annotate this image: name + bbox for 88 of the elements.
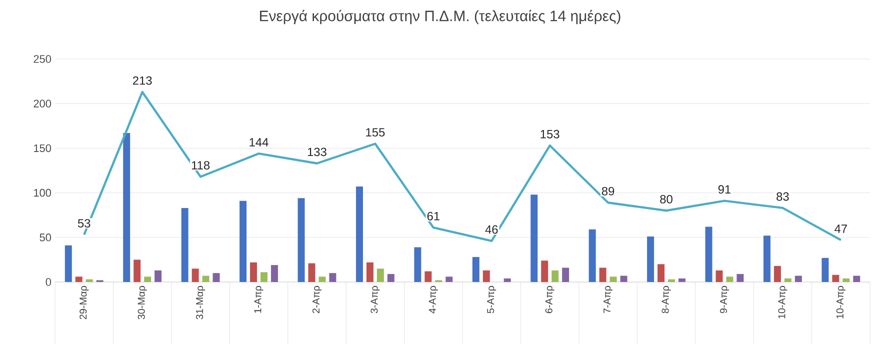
bar (192, 268, 199, 282)
bar (504, 278, 511, 282)
bar (356, 186, 363, 282)
x-tick-label: 6-Απρ (545, 286, 554, 314)
bar (832, 274, 840, 282)
x-tick-label: 8-Απρ (662, 286, 671, 314)
bar (647, 236, 654, 282)
bar (154, 270, 162, 282)
data-label: 133 (308, 148, 326, 156)
data-label: 155 (366, 128, 385, 137)
bar (270, 265, 278, 282)
data-label: 47 (834, 224, 847, 233)
data-label: 89 (602, 186, 614, 196)
bar (134, 260, 141, 282)
data-label: 153 (540, 130, 560, 138)
bar (446, 276, 453, 282)
data-label: 46 (485, 225, 498, 234)
bar (250, 262, 258, 282)
x-tick-label: 5-Απρ (487, 286, 496, 314)
x-tick-label: 3-Απρ (370, 286, 380, 314)
bar (620, 276, 628, 282)
bar (716, 270, 723, 282)
bar (123, 133, 130, 282)
bar (763, 236, 770, 282)
bar (599, 268, 606, 282)
y-tick-label: 200 (34, 100, 52, 108)
bar (260, 272, 268, 282)
bar (482, 270, 490, 282)
bar (822, 258, 829, 282)
data-label: 213 (132, 76, 152, 85)
bar (658, 264, 665, 282)
bar (318, 276, 326, 282)
y-tick-label: 100 (34, 188, 52, 197)
y-tick-label: 50 (40, 234, 52, 242)
x-tick-label: 7-Απρ (604, 286, 613, 314)
bar (562, 268, 570, 282)
x-tick-label: 30-Μαρ (138, 286, 147, 320)
bar (736, 274, 744, 282)
bar (414, 247, 422, 282)
y-tick-label: 250 (34, 55, 52, 63)
bar (240, 200, 247, 282)
y-tick-label: 150 (34, 144, 52, 152)
bar (212, 273, 220, 282)
bar (784, 278, 792, 282)
x-tick-label: 4-Απρ (428, 286, 438, 314)
bar (726, 276, 734, 282)
x-tick-label: 1-Απρ (254, 286, 264, 313)
bar (853, 276, 860, 282)
bar (842, 278, 850, 282)
data-label: 91 (718, 185, 731, 194)
bar (552, 270, 559, 282)
x-tick-label: 2-Απρ (312, 286, 322, 314)
bar (144, 276, 152, 282)
bar (530, 194, 538, 282)
x-tick-label: 29-Μαρ (80, 286, 89, 320)
bar (376, 268, 384, 282)
x-tick-label: 10-Απρ (778, 286, 788, 318)
bar (472, 257, 480, 282)
bar (202, 276, 210, 282)
x-tick-label: 31-Μαρ (196, 286, 206, 320)
bar (610, 276, 617, 282)
bar (424, 271, 432, 282)
bar (366, 262, 374, 282)
data-label: 61 (427, 212, 440, 220)
data-label: 83 (776, 192, 789, 201)
bar (541, 260, 548, 282)
bar (181, 208, 188, 282)
y-tick-label: 0 (46, 278, 52, 286)
bar (588, 229, 596, 282)
bar (298, 198, 305, 282)
bar (329, 273, 336, 282)
bar (678, 278, 686, 282)
x-tick-label: 10-Απρ (836, 286, 846, 318)
bar (387, 274, 394, 282)
data-label: 144 (250, 138, 268, 146)
bar (75, 276, 82, 282)
bar (308, 263, 316, 282)
x-tick-label: 9-Απρ (720, 286, 729, 314)
bar (86, 279, 93, 282)
bar (774, 266, 781, 282)
chart-title: Ενεργά κρούσματα στην Π.Δ.Μ. (τελευταίες 14 ημέρες) (260, 10, 620, 24)
data-label: 53 (78, 219, 90, 228)
bar (668, 279, 675, 282)
bar (64, 245, 72, 282)
bar (705, 226, 712, 282)
data-label: 118 (192, 161, 210, 170)
data-label: 80 (660, 194, 672, 204)
bar (794, 276, 802, 282)
